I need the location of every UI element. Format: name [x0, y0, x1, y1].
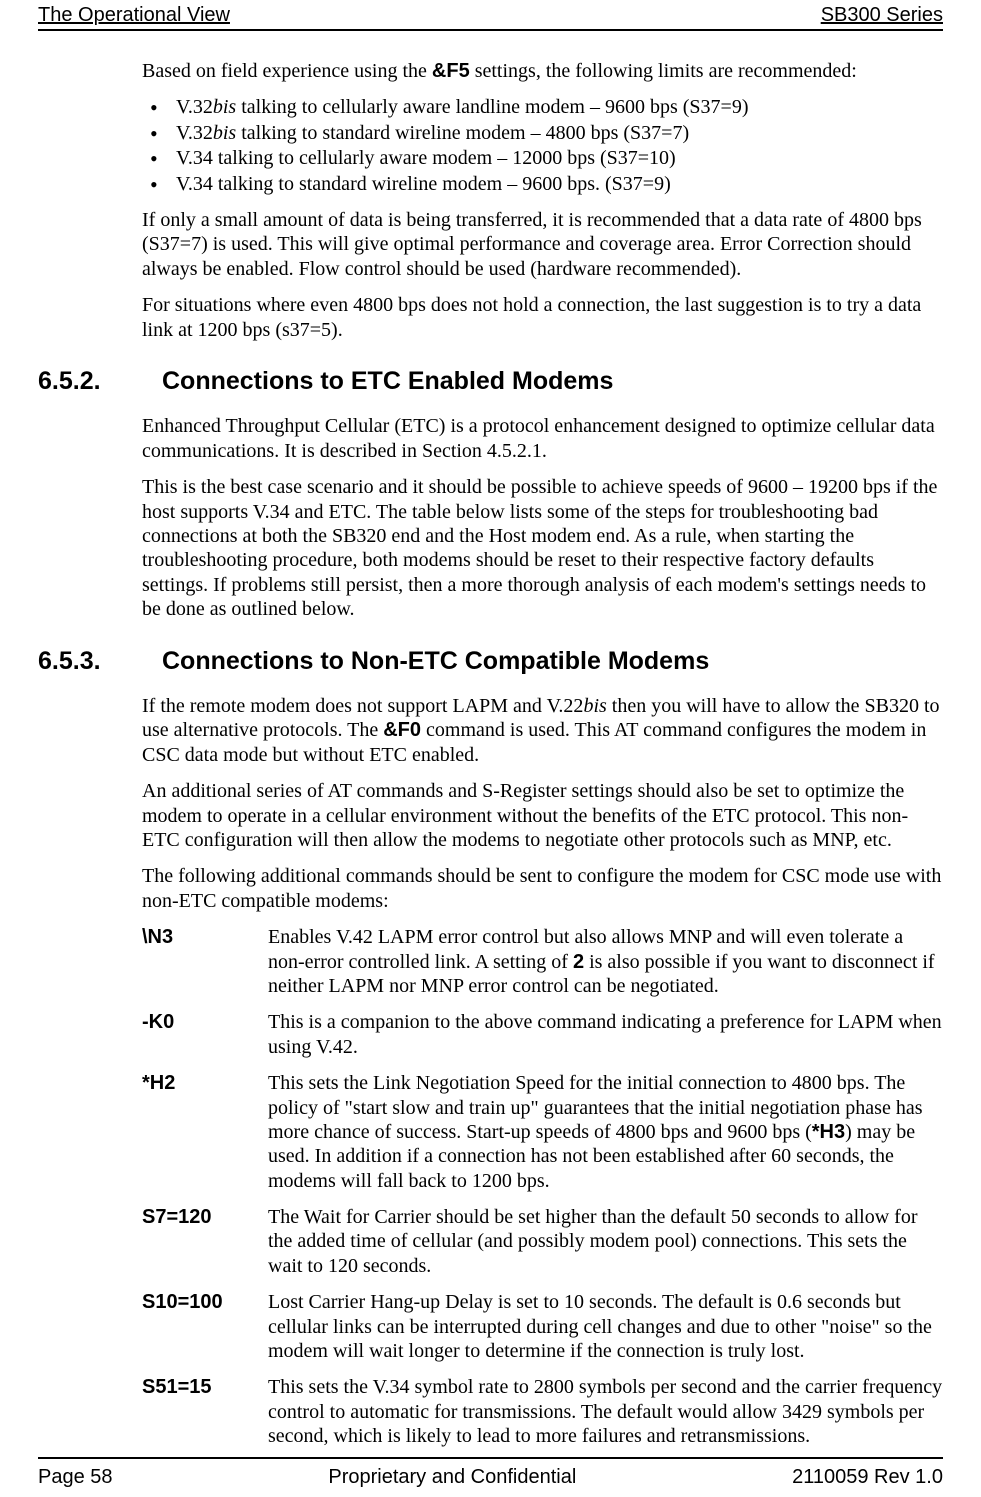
footer-right: 2110059 Rev 1.0: [792, 1466, 943, 1489]
command-row: -K0 This is a companion to the above com…: [142, 1010, 943, 1059]
intro-post: settings, the following limits are recom…: [470, 60, 857, 82]
command-desc: This is a companion to the above command…: [268, 1010, 943, 1059]
footer-center: Proprietary and Confidential: [328, 1466, 576, 1489]
page-footer: Page 58 Proprietary and Confidential 211…: [38, 1462, 943, 1489]
paragraph: This is the best case scenario and it sh…: [142, 475, 943, 621]
command-row: S10=100 Lost Carrier Hang-up Delay is se…: [142, 1290, 943, 1363]
section-title: Connections to Non-ETC Compatible Modems: [162, 646, 709, 677]
command-row: S7=120 The Wait for Carrier should be se…: [142, 1205, 943, 1278]
command-label: S7=120: [142, 1205, 268, 1278]
bullet-item: V.34 talking to standard wireline modem …: [176, 172, 943, 196]
command-desc: This sets the V.34 symbol rate to 2800 s…: [268, 1375, 943, 1448]
bullet-item: V.32bis talking to standard wireline mod…: [176, 121, 943, 145]
command-label: S51=15: [142, 1375, 268, 1448]
command-desc: This sets the Link Negotiation Speed for…: [268, 1071, 943, 1193]
header-left: The Operational View: [38, 4, 230, 27]
command-label: *H2: [142, 1071, 268, 1193]
intro-bold: &F5: [432, 60, 470, 82]
command-desc: The Wait for Carrier should be set highe…: [268, 1205, 943, 1278]
bullet-item: V.34 talking to cellularly aware modem –…: [176, 146, 943, 170]
command-row: *H2 This sets the Link Negotiation Speed…: [142, 1071, 943, 1193]
command-row: S51=15 This sets the V.34 symbol rate to…: [142, 1375, 943, 1448]
footer-left: Page 58: [38, 1466, 113, 1489]
paragraph: If only a small amount of data is being …: [142, 208, 943, 281]
footer-rule: [38, 1457, 943, 1459]
section-number: 6.5.2.: [38, 366, 162, 397]
paragraph: If the remote modem does not support LAP…: [142, 694, 943, 767]
command-label: -K0: [142, 1010, 268, 1059]
header-right: SB300 Series: [821, 4, 943, 27]
command-desc: Enables V.42 LAPM error control but also…: [268, 925, 943, 998]
bullet-list: V.32bis talking to cellularly aware land…: [142, 95, 943, 196]
intro-paragraph: Based on field experience using the &F5 …: [142, 59, 943, 83]
section-heading-652: 6.5.2. Connections to ETC Enabled Modems: [38, 366, 943, 397]
command-row: \N3 Enables V.42 LAPM error control but …: [142, 925, 943, 998]
section-number: 6.5.3.: [38, 646, 162, 677]
page-header: The Operational View SB300 Series: [38, 0, 943, 29]
section-title: Connections to ETC Enabled Modems: [162, 366, 613, 397]
section-heading-653: 6.5.3. Connections to Non-ETC Compatible…: [38, 646, 943, 677]
content-body: Based on field experience using the &F5 …: [142, 59, 943, 1449]
intro-pre: Based on field experience using the: [142, 60, 432, 82]
command-desc: Lost Carrier Hang-up Delay is set to 10 …: [268, 1290, 943, 1363]
paragraph: An additional series of AT commands and …: [142, 779, 943, 852]
command-label: \N3: [142, 925, 268, 998]
bullet-item: V.32bis talking to cellularly aware land…: [176, 95, 943, 119]
paragraph: Enhanced Throughput Cellular (ETC) is a …: [142, 414, 943, 463]
paragraph: For situations where even 4800 bps does …: [142, 293, 943, 342]
header-rule: [38, 29, 943, 31]
paragraph: The following additional commands should…: [142, 864, 943, 913]
command-label: S10=100: [142, 1290, 268, 1363]
